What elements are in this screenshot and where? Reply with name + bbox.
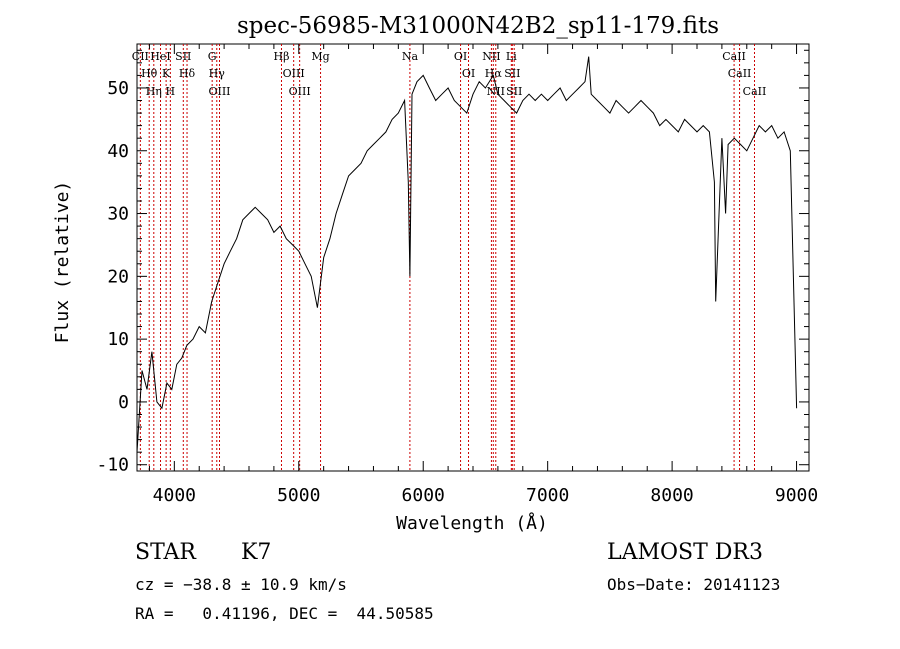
line-marker-label: CaII	[743, 85, 767, 98]
line-marker-label: G	[208, 50, 217, 63]
x-tick-label: 6000	[402, 485, 445, 506]
line-marker-label: Hα	[485, 67, 503, 80]
line-marker-label: Hδ	[179, 67, 196, 80]
chart-title: spec-56985-M31000N42B2_sp11-179.fits	[237, 13, 719, 39]
line-marker-label: CaII	[722, 50, 746, 63]
x-tick-label: 7000	[526, 485, 569, 506]
redshift-text: cz = −38.8 ± 10.9 km/s	[135, 575, 347, 594]
spectrum-series	[136, 56, 798, 453]
line-marker-label: OIII	[289, 85, 311, 98]
survey-name: LAMOST DR3	[607, 540, 763, 565]
star-subclass: K7	[241, 540, 271, 565]
line-marker-label: OI	[462, 67, 475, 80]
line-marker-label: Hβ	[274, 50, 290, 63]
line-marker-label: SII	[175, 50, 191, 63]
line-marker-label: Hγ	[209, 67, 226, 80]
y-tick-label: 50	[107, 78, 129, 99]
line-marker-label: H	[166, 85, 176, 98]
line-marker-label: OI	[454, 50, 467, 63]
line-marker-label: CaII	[728, 67, 752, 80]
line-marker-label: Hθ	[141, 67, 158, 80]
line-marker-label: CII	[132, 50, 149, 63]
line-marker-label: NII	[482, 50, 500, 63]
x-axis-label: Wavelength (Å)	[396, 512, 548, 534]
x-tick-label: 8000	[650, 485, 693, 506]
plot-frame	[136, 43, 810, 472]
line-marker-label: SII	[506, 85, 522, 98]
x-axis: 4000 5000 6000 7000 8000 9000	[148, 44, 818, 506]
line-marker-labels: CII Hθ Hη HeI KH SII Hδ G Hγ OIII Hβ OIII OIII Mg Na OI…	[132, 50, 767, 98]
line-marker-label: OIII	[208, 85, 230, 98]
y-tick-label: 0	[118, 392, 129, 413]
y-tick-label: 20	[107, 266, 129, 287]
line-marker-label: Hη	[146, 85, 162, 98]
y-tick-label: 40	[107, 141, 129, 162]
line-marker-label: Mg	[311, 50, 329, 63]
line-marker-label: OIII	[283, 67, 305, 80]
y-axis: -10 0 10 20 30 40 50	[96, 49, 809, 476]
y-tick-label: 30	[107, 204, 129, 225]
star-class: STAR	[135, 540, 197, 565]
line-marker-label: HeI	[150, 50, 170, 63]
y-axis-label: Flux (relative)	[52, 181, 73, 344]
obs-date: Obs−Date: 20141123	[607, 575, 780, 594]
x-tick-label: 4000	[153, 485, 196, 506]
line-marker-label: K	[162, 67, 171, 80]
line-marker-label: SII	[504, 67, 520, 80]
line-marker-label: NII	[487, 85, 505, 98]
line-markers	[139, 44, 755, 471]
coordinates-text: RA = 0.41196, DEC = 44.50585	[135, 604, 434, 623]
x-tick-label: 5000	[277, 485, 320, 506]
y-tick-label: 10	[107, 329, 129, 350]
line-marker-label: Na	[402, 50, 419, 63]
x-tick-label: 9000	[775, 485, 818, 506]
line-marker-label: Li	[506, 50, 517, 63]
y-tick-label: -10	[96, 455, 129, 476]
